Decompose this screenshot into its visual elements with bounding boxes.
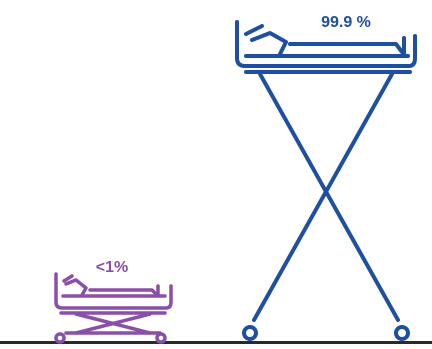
- tall-hospital-bed-icon: [235, 20, 417, 341]
- low-bed-percentage-label: <1%: [96, 259, 128, 276]
- low-hospital-bed-icon: [54, 272, 173, 344]
- tall-bed-percentage-label: 99.9 %: [321, 14, 371, 31]
